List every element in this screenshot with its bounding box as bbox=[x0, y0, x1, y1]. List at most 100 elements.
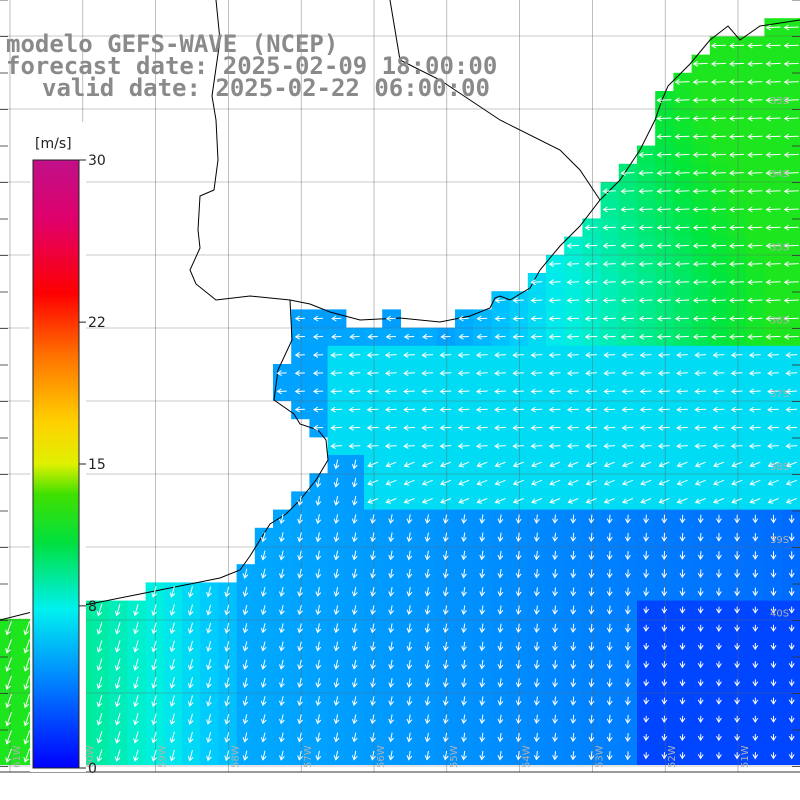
wind-arrow bbox=[494, 388, 506, 395]
wind-arrow bbox=[515, 714, 522, 725]
wind-arrow bbox=[497, 587, 504, 597]
wind-arrow bbox=[406, 605, 413, 616]
wind-arrow bbox=[694, 352, 707, 358]
wind-arrow bbox=[424, 659, 431, 670]
wind-arrow bbox=[333, 477, 340, 488]
wind-arrow bbox=[765, 170, 781, 176]
wind-arrow bbox=[333, 641, 340, 652]
wind-arrow bbox=[494, 424, 506, 431]
wind-arrow bbox=[765, 297, 781, 304]
wind-arrow bbox=[260, 677, 267, 688]
wind-arrow bbox=[785, 461, 797, 468]
wind-arrow bbox=[385, 315, 396, 322]
longitude-label: 55W bbox=[449, 745, 460, 768]
wind-arrow bbox=[788, 697, 795, 705]
wind-arrow bbox=[351, 550, 358, 561]
wind-arrow bbox=[421, 406, 434, 413]
wind-arrow bbox=[770, 697, 777, 705]
wind-arrow bbox=[602, 224, 616, 231]
wind-arrow bbox=[566, 279, 580, 286]
wind-arrow bbox=[494, 315, 506, 322]
wind-arrow bbox=[530, 352, 543, 358]
longitude-label: 54W bbox=[522, 745, 533, 768]
wind-arrow bbox=[747, 333, 763, 340]
wind-arrow bbox=[114, 640, 121, 653]
wind-arrow bbox=[530, 279, 543, 286]
wind-arrow bbox=[747, 279, 763, 286]
wind-arrow bbox=[624, 623, 631, 633]
wind-arrow bbox=[752, 752, 759, 760]
wind-arrow bbox=[734, 569, 741, 579]
wind-arrow bbox=[697, 642, 704, 651]
wind-arrow bbox=[606, 641, 613, 652]
wind-arrow bbox=[315, 568, 322, 579]
colorbar-gradient bbox=[32, 159, 80, 769]
wind-arrow bbox=[475, 443, 488, 449]
wind-arrow bbox=[588, 550, 595, 561]
wind-arrow bbox=[260, 732, 267, 743]
wind-arrow bbox=[512, 479, 524, 486]
wind-arrow bbox=[674, 79, 690, 85]
wind-arrow bbox=[770, 752, 777, 760]
wind-arrow bbox=[297, 605, 303, 616]
wind-arrow bbox=[366, 370, 379, 377]
wind-arrow bbox=[567, 479, 579, 486]
wind-arrow bbox=[639, 424, 652, 431]
latitude-label: 33S bbox=[770, 96, 789, 107]
wind-arrow bbox=[349, 333, 360, 340]
wind-arrow bbox=[533, 660, 540, 670]
wind-arrow bbox=[187, 586, 194, 598]
wind-arrow bbox=[747, 188, 763, 195]
wind-arrow bbox=[461, 678, 467, 688]
wind-arrow bbox=[712, 443, 725, 449]
wind-arrow bbox=[552, 714, 558, 724]
wind-arrow bbox=[242, 623, 249, 634]
wind-arrow bbox=[783, 297, 799, 304]
wind-arrow bbox=[747, 42, 763, 49]
wind-arrow bbox=[676, 443, 688, 449]
wind-arrow bbox=[729, 133, 745, 140]
wind-arrow bbox=[767, 424, 779, 431]
wind-arrow bbox=[475, 352, 488, 358]
wind-arrow bbox=[279, 532, 285, 543]
latitude-label: 39S bbox=[770, 535, 789, 546]
wind-arrow bbox=[697, 569, 704, 579]
wind-arrow bbox=[23, 657, 30, 672]
wind-arrow bbox=[552, 660, 558, 670]
wind-arrow bbox=[515, 623, 522, 634]
wind-arrow bbox=[370, 659, 376, 670]
wind-arrow bbox=[584, 224, 598, 231]
wind-arrow bbox=[475, 388, 488, 395]
wind-arrow bbox=[187, 677, 194, 689]
wind-arrow bbox=[588, 696, 595, 706]
wind-arrow bbox=[584, 315, 598, 322]
wind-arrow bbox=[315, 477, 322, 488]
wind-arrow bbox=[770, 661, 777, 669]
wind-arrow bbox=[752, 733, 759, 742]
wind-arrow bbox=[656, 242, 671, 249]
wind-arrow bbox=[169, 586, 176, 598]
wind-arrow bbox=[552, 532, 558, 542]
wind-arrow bbox=[297, 750, 303, 761]
wind-arrow bbox=[643, 551, 650, 561]
wind-arrow bbox=[731, 498, 743, 504]
wind-arrow bbox=[658, 479, 670, 486]
wind-arrow bbox=[729, 151, 745, 158]
wind-arrow bbox=[783, 279, 799, 286]
longitude-label: 60W bbox=[85, 745, 96, 768]
wind-arrow bbox=[494, 370, 506, 377]
wind-arrow bbox=[494, 406, 506, 413]
wind-arrow bbox=[531, 461, 543, 468]
wind-arrow bbox=[548, 424, 561, 431]
wind-arrow bbox=[442, 732, 449, 743]
wind-arrow bbox=[674, 333, 690, 340]
wind-arrow bbox=[765, 224, 781, 231]
wind-arrow bbox=[621, 443, 634, 449]
wind-arrow bbox=[602, 315, 616, 322]
wind-arrow bbox=[602, 188, 617, 195]
wind-arrow bbox=[643, 624, 650, 632]
wind-arrow bbox=[747, 242, 763, 249]
wind-arrow bbox=[658, 461, 670, 468]
wind-arrow bbox=[588, 587, 595, 597]
wind-arrow bbox=[638, 315, 653, 322]
